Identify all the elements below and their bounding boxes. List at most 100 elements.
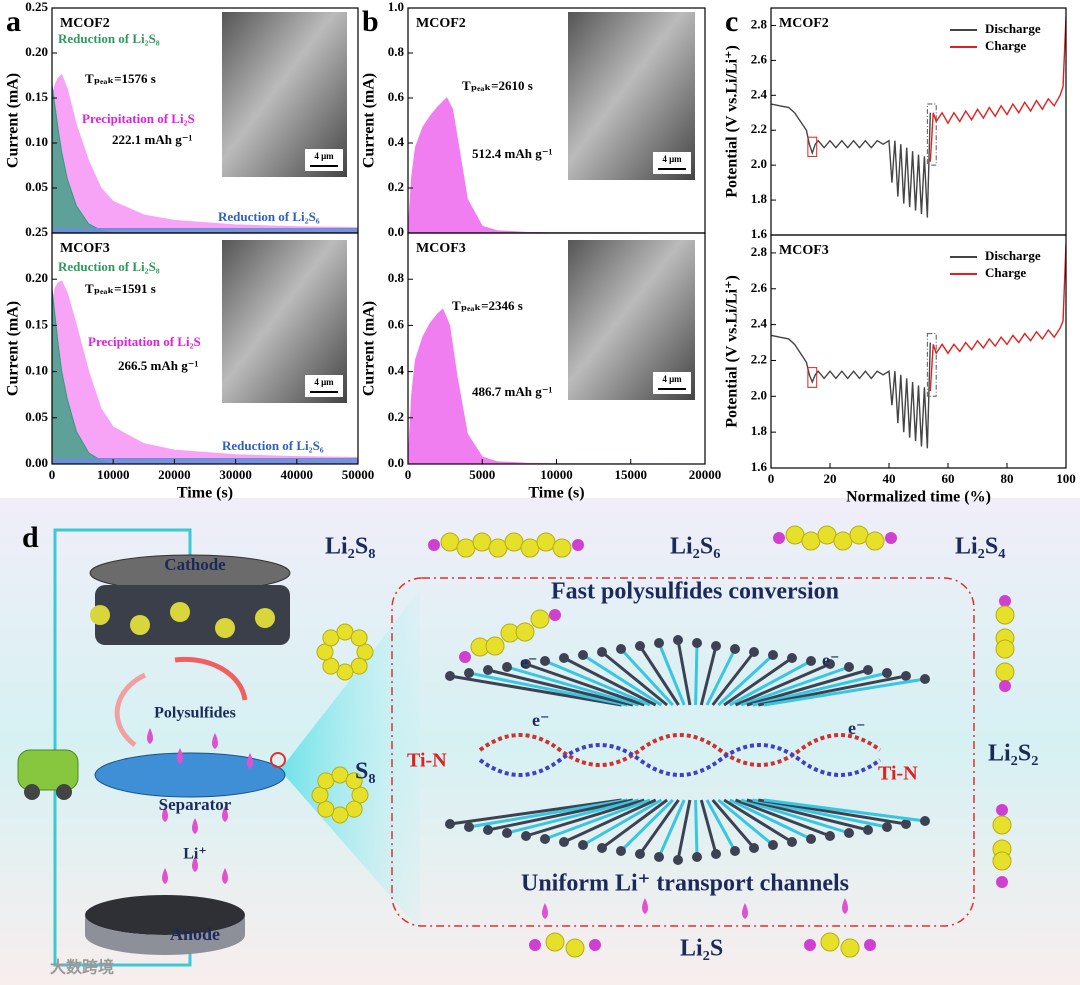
plot-area bbox=[771, 16, 1066, 218]
sulfur-atom bbox=[801, 531, 821, 551]
atom bbox=[445, 819, 455, 829]
li-ion-drop bbox=[212, 733, 218, 749]
x-tick-label: 60 bbox=[942, 471, 955, 486]
caption: Uniform Li⁺ transport channels bbox=[521, 871, 849, 897]
framework-strut bbox=[676, 639, 692, 706]
y-tick-label: 0.20 bbox=[25, 270, 48, 285]
y-tick-label: 0.2 bbox=[388, 179, 404, 194]
legend-label: Discharge bbox=[985, 248, 1041, 263]
atom bbox=[806, 656, 816, 666]
sulfur-atom bbox=[992, 815, 1012, 835]
sulfur-atom bbox=[833, 531, 853, 551]
sulfur-cluster bbox=[130, 615, 150, 635]
sulfur-atom bbox=[515, 622, 535, 642]
li-ion-drop bbox=[192, 856, 198, 872]
scale-bar-label: 4 μm bbox=[314, 151, 334, 161]
framework-strut bbox=[729, 659, 812, 707]
y-tick-label: 1.8 bbox=[751, 191, 768, 206]
y-axis-label: Current (mA) bbox=[5, 301, 22, 396]
x-tick-label: 0 bbox=[49, 467, 56, 482]
y-axis-label: Current (mA) bbox=[361, 73, 378, 168]
sulfur-cluster bbox=[170, 602, 190, 622]
atom bbox=[806, 834, 816, 844]
framework-strut bbox=[763, 677, 926, 707]
anode-side bbox=[85, 915, 245, 955]
species-label: S₈ bbox=[355, 759, 376, 785]
atom bbox=[711, 849, 721, 859]
y-axis-label: Potential (V vs.Li/Li⁺) bbox=[724, 275, 741, 428]
cycle-arrow bbox=[174, 656, 248, 701]
framework-strut bbox=[711, 799, 756, 849]
framework-strut bbox=[758, 798, 907, 826]
framework-strut bbox=[506, 665, 640, 707]
atom bbox=[559, 653, 569, 663]
sulfur-atom bbox=[536, 532, 556, 552]
x-axis-label: Time (s) bbox=[177, 485, 233, 502]
species-label: Li₂S₆ bbox=[670, 534, 720, 560]
chart-title: MCOF2 bbox=[60, 16, 110, 31]
atom bbox=[787, 653, 797, 663]
annotation: Tₚₑₐₖ=2610 s bbox=[462, 78, 533, 93]
inset-box bbox=[926, 103, 937, 166]
series-label: Reduction of Li₂S₈ bbox=[58, 259, 160, 274]
atom bbox=[597, 647, 607, 657]
y-tick-label: 1.0 bbox=[388, 0, 404, 14]
sulfur-atom bbox=[865, 531, 885, 551]
x-tick-label: 100 bbox=[1056, 471, 1076, 486]
atom bbox=[464, 668, 474, 678]
x-tick-label: 80 bbox=[1001, 471, 1014, 486]
y-tick-label: 0.2 bbox=[388, 409, 404, 424]
atom bbox=[844, 828, 854, 838]
line bbox=[929, 16, 1066, 162]
framework-strut bbox=[449, 798, 622, 826]
panel-label: a bbox=[6, 5, 21, 38]
framework-strut bbox=[740, 798, 850, 835]
y-tick-label: 0.10 bbox=[25, 363, 48, 378]
atom bbox=[540, 834, 550, 844]
atom bbox=[483, 825, 493, 835]
atom bbox=[711, 641, 721, 651]
atom bbox=[673, 635, 683, 645]
framework-strut bbox=[563, 798, 657, 844]
zoom-frame bbox=[391, 577, 975, 927]
x-tick-label: 20000 bbox=[689, 467, 722, 482]
framework-strut bbox=[694, 642, 699, 706]
charts: 4 μm Reduction of Li₂S₈ Precipitation of L… bbox=[5, 0, 1076, 506]
lithium-atom bbox=[996, 804, 1008, 816]
bond-label: Ti-N bbox=[407, 750, 447, 772]
framework-strut bbox=[544, 659, 651, 707]
annotation: Tₚₑₐₖ=1576 s bbox=[85, 71, 156, 86]
sulfur-atom bbox=[322, 629, 340, 647]
series-label: Reduction of Li₂S₈ bbox=[58, 31, 160, 46]
circuit-wire bbox=[53, 528, 192, 930]
species-label: Li₂S₄ bbox=[955, 534, 1005, 560]
separator-marker bbox=[270, 752, 286, 768]
sulfur-atom bbox=[317, 800, 335, 818]
circuit-wire bbox=[53, 930, 192, 967]
framework-strut bbox=[676, 799, 692, 861]
framework-strut bbox=[468, 798, 628, 829]
inset-box bbox=[807, 136, 818, 157]
lithium-atom bbox=[428, 539, 440, 551]
framework-strut bbox=[717, 798, 774, 847]
framework-strut bbox=[723, 798, 793, 844]
lithium-atom bbox=[999, 680, 1011, 692]
atom bbox=[578, 840, 588, 850]
li-ion-drop bbox=[742, 903, 748, 919]
sulfur-atom bbox=[545, 932, 565, 952]
framework-strut bbox=[468, 671, 628, 707]
y-tick-label: 2.0 bbox=[751, 156, 767, 171]
sulfur-atom bbox=[552, 538, 572, 558]
framework-strut bbox=[711, 651, 756, 706]
li-ion-drop bbox=[162, 868, 168, 884]
molecules bbox=[90, 525, 1015, 958]
y-axis-label: Potential (V vs.Li/Li⁺) bbox=[724, 45, 741, 198]
y-tick-label: 0.15 bbox=[25, 89, 48, 104]
scale-bar-label: 4 μm bbox=[662, 154, 682, 164]
caption: Fast polysulfides conversion bbox=[551, 579, 839, 605]
x-tick-label: 30000 bbox=[219, 467, 252, 482]
y-tick-label: 2.8 bbox=[751, 16, 768, 31]
y-tick-label: 2.2 bbox=[751, 351, 767, 366]
lithium-atom bbox=[885, 532, 897, 544]
atom bbox=[616, 846, 626, 856]
